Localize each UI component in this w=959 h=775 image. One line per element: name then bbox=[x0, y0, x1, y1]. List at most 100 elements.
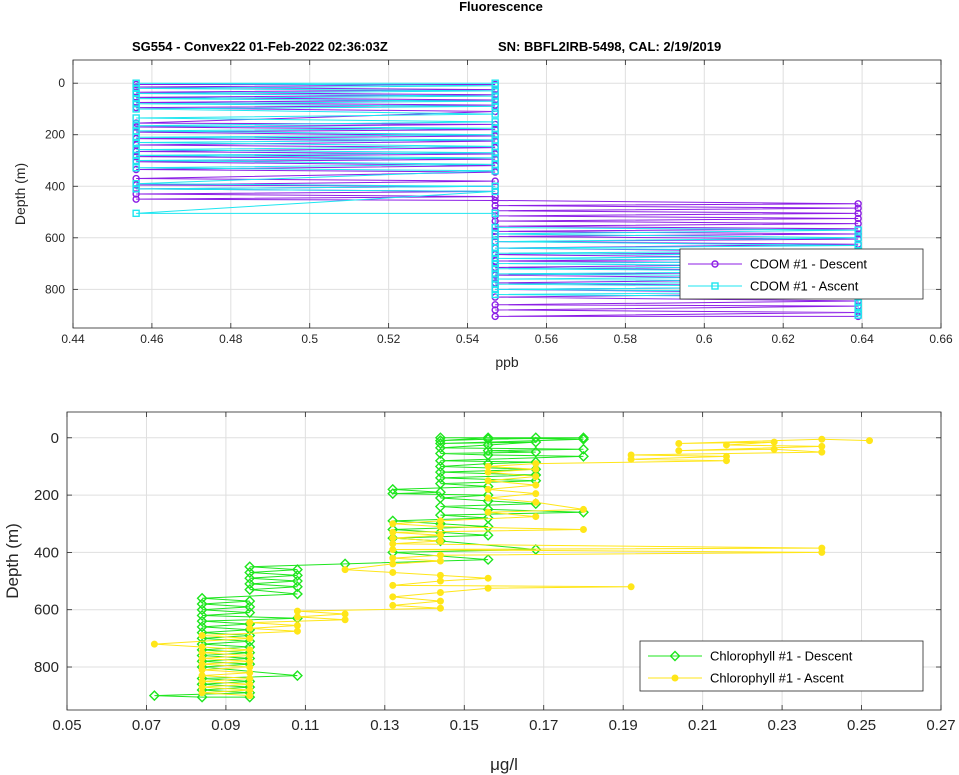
data-point bbox=[532, 490, 540, 498]
x-tick-label: 0.23 bbox=[767, 717, 796, 734]
data-point bbox=[132, 84, 140, 93]
data-point bbox=[436, 537, 444, 545]
data-point bbox=[434, 455, 446, 467]
data-point bbox=[482, 529, 494, 541]
data-point bbox=[389, 560, 397, 568]
data-point bbox=[132, 195, 140, 203]
legend-label: Chlorophyll #1 - Ascent bbox=[710, 671, 844, 686]
y-tick-label: 600 bbox=[45, 231, 65, 245]
legend: Chlorophyll #1 - Descent Chlorophyll #1 -… bbox=[639, 640, 924, 692]
y-tick-label: 400 bbox=[45, 179, 65, 193]
data-point bbox=[491, 275, 499, 283]
data-point bbox=[198, 643, 206, 651]
y-tick-label: 0 bbox=[58, 76, 65, 90]
data-point bbox=[436, 557, 444, 565]
axes-2: 0.05 0.07 0.09 0.11 0.13 0.15 0.17 0.19 0.21 0.23… bbox=[3, 411, 956, 774]
data-point bbox=[389, 593, 397, 601]
x-tick-label: 0.15 bbox=[450, 717, 479, 734]
data-point bbox=[291, 564, 303, 576]
data-point bbox=[148, 690, 160, 702]
data-point bbox=[491, 312, 499, 321]
data-point bbox=[198, 683, 206, 691]
data-point bbox=[491, 149, 499, 157]
y-axis-label: Depth (m) bbox=[12, 163, 28, 225]
data-point bbox=[491, 92, 499, 100]
data-point bbox=[854, 209, 862, 218]
data-point bbox=[132, 94, 140, 103]
data-point bbox=[244, 578, 256, 590]
data-point bbox=[532, 498, 540, 506]
data-point bbox=[246, 663, 254, 671]
data-point bbox=[627, 583, 635, 591]
legend-swatch-marker bbox=[711, 282, 719, 290]
x-tick-label: 0.07 bbox=[132, 717, 161, 734]
data-point bbox=[491, 182, 499, 190]
data-point bbox=[387, 488, 399, 500]
data-point bbox=[244, 561, 256, 573]
data-point bbox=[436, 523, 444, 531]
data-point bbox=[246, 657, 254, 665]
data-point bbox=[491, 102, 499, 111]
data-point bbox=[484, 494, 492, 502]
data-point bbox=[482, 432, 494, 444]
y-tick-label: 200 bbox=[34, 487, 59, 504]
x-tick-label: 0.54 bbox=[456, 332, 480, 346]
x-axis-label: μg/l bbox=[490, 755, 518, 774]
data-point bbox=[854, 204, 862, 212]
data-point bbox=[854, 230, 862, 238]
legend-box bbox=[679, 248, 924, 300]
data-point bbox=[436, 577, 444, 585]
data-point bbox=[132, 151, 140, 160]
data-point bbox=[341, 610, 349, 618]
data-point bbox=[482, 554, 494, 566]
data-point bbox=[530, 544, 542, 556]
data-point bbox=[389, 546, 397, 554]
data-point bbox=[291, 575, 303, 587]
data-point bbox=[434, 438, 446, 450]
data-point bbox=[491, 177, 499, 185]
axes-1: 0.44 0.46 0.48 0.5 0.52 0.54 0.56 0.58 0.6 0.62 0.… bbox=[12, 59, 953, 370]
data-point bbox=[132, 164, 140, 172]
data-point bbox=[341, 566, 349, 574]
data-point bbox=[491, 187, 499, 196]
data-point bbox=[865, 437, 873, 445]
axes-box bbox=[66, 411, 942, 711]
figure-subtitle-left: SG554 - Convex22 01-Feb-2022 02:36:03Z bbox=[132, 39, 388, 54]
axes-box bbox=[72, 59, 942, 329]
data-point bbox=[491, 97, 499, 105]
data-point bbox=[491, 290, 499, 299]
data-point bbox=[198, 677, 206, 685]
x-tick-label: 0.48 bbox=[219, 332, 243, 346]
data-point bbox=[436, 589, 444, 597]
data-point bbox=[436, 517, 444, 525]
x-tick-label: 0.11 bbox=[291, 717, 319, 734]
data-point bbox=[434, 466, 446, 478]
data-point bbox=[818, 448, 826, 456]
data-point bbox=[491, 270, 499, 278]
data-point bbox=[579, 525, 587, 533]
x-tick-label: 0.19 bbox=[609, 717, 638, 734]
legend-swatch-marker bbox=[669, 650, 681, 662]
data-point bbox=[389, 540, 397, 548]
data-point bbox=[246, 646, 254, 654]
data-point bbox=[244, 572, 256, 584]
data-point bbox=[293, 621, 301, 629]
data-point bbox=[132, 209, 140, 218]
x-tick-label: 0.46 bbox=[140, 332, 164, 346]
data-point bbox=[530, 446, 542, 458]
x-tick-label: 0.25 bbox=[847, 717, 876, 734]
data-point bbox=[491, 131, 499, 139]
data-point bbox=[482, 439, 494, 451]
x-tick-label: 0.27 bbox=[926, 717, 955, 734]
data-point bbox=[246, 680, 254, 688]
data-point bbox=[434, 442, 446, 454]
data-point bbox=[293, 613, 301, 621]
data-point bbox=[854, 303, 862, 312]
legend-label: CDOM #1 - Ascent bbox=[750, 279, 859, 294]
data-point bbox=[132, 179, 140, 188]
data-point bbox=[436, 604, 444, 612]
data-point bbox=[491, 285, 499, 294]
data-point bbox=[722, 441, 730, 449]
data-point bbox=[198, 654, 206, 662]
